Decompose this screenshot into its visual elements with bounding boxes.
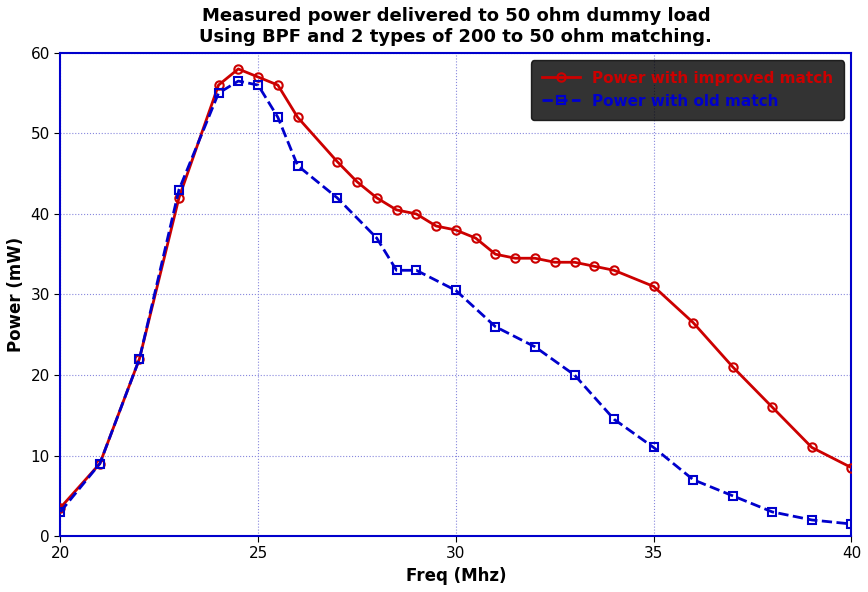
Power with improved match: [135, 355, 145, 362]
Power with old match: [253, 82, 263, 89]
Power with old match: [233, 78, 244, 85]
Power with old match: [411, 267, 422, 274]
Power with improved match: [391, 207, 402, 214]
Power with old match: [648, 444, 659, 451]
Power with old match: [372, 234, 382, 242]
Power with old match: [806, 516, 817, 523]
Power with improved match: [450, 227, 461, 234]
Title: Measured power delivered to 50 ohm dummy load
Using BPF and 2 types of 200 to 50: Measured power delivered to 50 ohm dummy…: [200, 7, 713, 46]
Power with improved match: [589, 263, 600, 270]
Power with improved match: [608, 267, 619, 274]
Line: Power with improved match: Power with improved match: [56, 65, 856, 512]
Power with old match: [608, 416, 619, 423]
Power with improved match: [490, 250, 501, 258]
Power with improved match: [569, 259, 580, 266]
Power with improved match: [529, 255, 540, 262]
Power with old match: [569, 371, 580, 378]
Power with old match: [391, 267, 402, 274]
Power with improved match: [470, 234, 481, 242]
Y-axis label: Power (mW): Power (mW): [7, 237, 25, 352]
Power with improved match: [767, 404, 778, 411]
Power with improved match: [510, 255, 521, 262]
Power with improved match: [431, 223, 441, 230]
X-axis label: Freq (Mhz): Freq (Mhz): [405, 567, 506, 585]
Power with improved match: [688, 319, 699, 326]
Power with old match: [332, 194, 342, 201]
Power with old match: [490, 323, 501, 330]
Power with improved match: [846, 464, 857, 471]
Power with old match: [174, 186, 184, 194]
Power with improved match: [174, 194, 184, 201]
Power with old match: [135, 355, 145, 362]
Power with old match: [450, 287, 461, 294]
Power with old match: [293, 162, 303, 169]
Power with old match: [727, 493, 738, 500]
Power with improved match: [549, 259, 560, 266]
Line: Power with old match: Power with old match: [56, 77, 856, 528]
Power with improved match: [55, 504, 65, 511]
Power with old match: [846, 520, 857, 527]
Power with improved match: [95, 460, 105, 467]
Power with improved match: [372, 194, 382, 201]
Power with improved match: [214, 82, 224, 89]
Power with improved match: [273, 82, 283, 89]
Power with improved match: [293, 114, 303, 121]
Power with improved match: [253, 73, 263, 81]
Power with old match: [214, 89, 224, 96]
Power with improved match: [332, 158, 342, 165]
Power with old match: [95, 460, 105, 467]
Power with old match: [767, 509, 778, 516]
Power with improved match: [411, 210, 422, 217]
Legend: Power with improved match, Power with old match: Power with improved match, Power with ol…: [531, 60, 844, 120]
Power with old match: [529, 343, 540, 350]
Power with old match: [273, 114, 283, 121]
Power with old match: [688, 476, 699, 483]
Power with improved match: [727, 363, 738, 371]
Power with improved match: [806, 444, 817, 451]
Power with improved match: [352, 178, 362, 185]
Power with improved match: [648, 283, 659, 290]
Power with old match: [55, 509, 65, 516]
Power with improved match: [233, 65, 244, 72]
